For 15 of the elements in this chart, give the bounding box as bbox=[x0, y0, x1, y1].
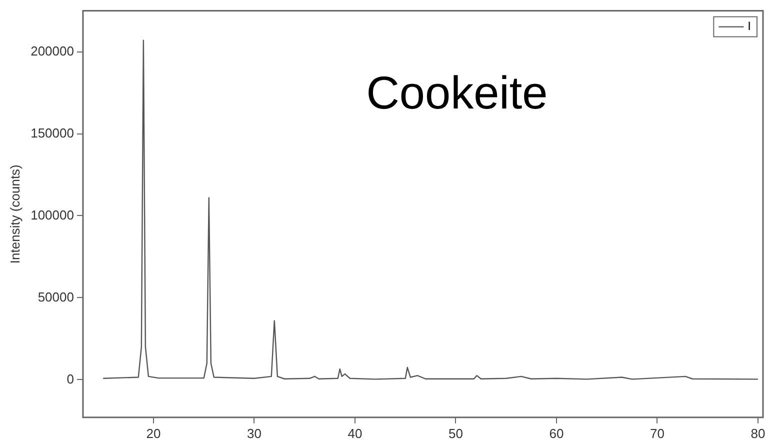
y-tick-label: 100000 bbox=[30, 207, 74, 222]
x-tick-label: 60 bbox=[549, 426, 564, 441]
x-tick-label: 30 bbox=[247, 426, 262, 441]
x-tick-label: 20 bbox=[146, 426, 161, 441]
annotation: Cookeite bbox=[366, 66, 548, 118]
x-tick-label: 40 bbox=[348, 426, 362, 441]
y-tick-label: 150000 bbox=[30, 125, 74, 140]
x-tick-label: 70 bbox=[650, 426, 664, 441]
y-axis-title: Intensity (counts) bbox=[7, 164, 22, 264]
legend-label: I bbox=[748, 19, 752, 34]
x-tick-label: 50 bbox=[448, 426, 463, 441]
y-tick-label: 0 bbox=[66, 371, 74, 386]
y-tick-label: 50000 bbox=[38, 289, 74, 304]
y-tick-label: 200000 bbox=[30, 43, 74, 58]
x-tick-label: 80 bbox=[750, 426, 766, 441]
